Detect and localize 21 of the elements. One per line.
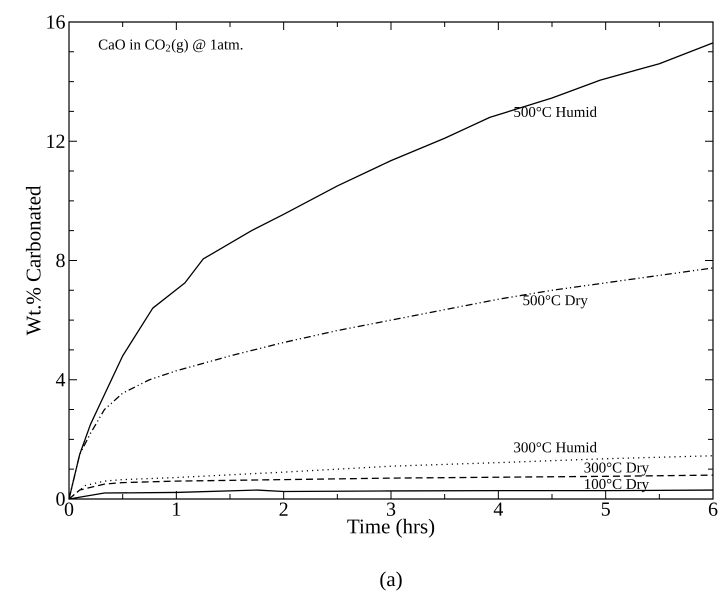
x-axis-title: Time (hrs) xyxy=(347,518,434,538)
text: CaO in CO$_{2}$(g) @ 1atm. xyxy=(98,39,242,53)
x-tick-label: 1 xyxy=(173,502,180,516)
series-label: 100°C Dry xyxy=(585,478,649,492)
y-axis-title: Wt.% Carbonated xyxy=(26,186,41,336)
y-tick-label: 16 xyxy=(47,15,65,29)
x-tick-label: 2 xyxy=(280,502,288,516)
x-tick-label: 6 xyxy=(708,502,718,516)
y-tick-label: 0 xyxy=(56,492,65,506)
series-label: 300°C Dry xyxy=(584,462,649,476)
x-tick-label: 0 xyxy=(64,502,74,516)
x-tick-label: 4 xyxy=(494,502,504,516)
y-tick-label: 12 xyxy=(47,134,64,148)
text: (a) xyxy=(380,572,402,590)
series-label: 500°C Humid xyxy=(514,106,597,117)
x-tick-label: 5 xyxy=(602,502,610,516)
series-label: 500°C Dry xyxy=(523,295,588,308)
series-label: 300°C Humid xyxy=(514,442,597,452)
y-tick-label: 4 xyxy=(56,373,66,386)
y-tick-label: 8 xyxy=(56,254,65,268)
x-tick-label: 3 xyxy=(386,502,396,516)
